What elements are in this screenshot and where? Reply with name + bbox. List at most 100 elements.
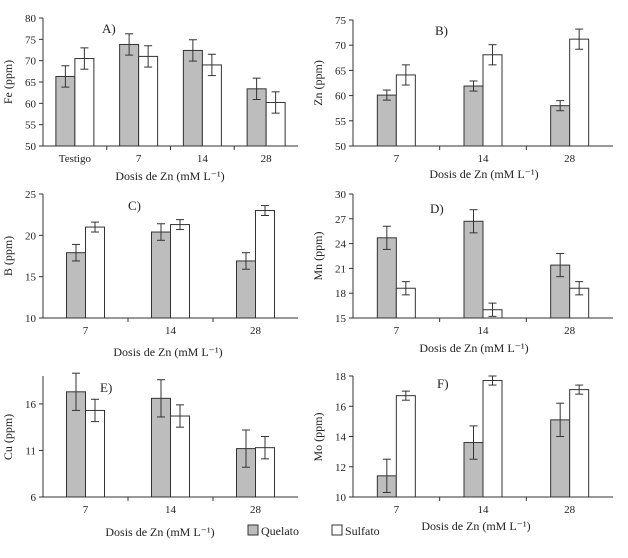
bar-quelato-14: [463, 85, 484, 147]
bar-quelato-7: [376, 94, 397, 147]
y-tick-label: 60: [25, 98, 37, 110]
y-tick-label: 25: [25, 189, 37, 201]
y-axis-label: Cu (ppm): [1, 414, 15, 460]
x-tick-label: 28: [261, 153, 273, 165]
y-tick-label: 10: [25, 313, 37, 325]
x-tick-label: 28: [564, 325, 576, 337]
x-tick-label: 14: [165, 325, 177, 337]
bar-quelato-7: [66, 252, 86, 319]
y-tick-label: 15: [335, 313, 347, 325]
x-tick-label: 7: [394, 153, 400, 165]
bar-sulfato-28: [569, 38, 590, 147]
chart-panel-f: 10 12 14 16 18 7 14 28 F) Dosis de Zn (mM L⁻¹) Mo …: [311, 371, 613, 533]
y-tick-label: 15: [25, 272, 37, 284]
y-tick-label: 16: [25, 399, 37, 411]
bar-sulfato-14: [482, 380, 503, 498]
bar-quelato-14: [463, 220, 484, 319]
y-tick-label: 70: [25, 56, 37, 68]
x-axis-label: Dosis de Zn (mM L⁻¹): [419, 341, 528, 355]
bar-sulfato-14: [170, 224, 190, 319]
y-tick-label: 24: [335, 239, 347, 251]
y-tick-label: 6: [31, 492, 37, 504]
panel-label: A): [102, 21, 116, 36]
panel-label: C): [128, 198, 141, 213]
y-tick-label: 18: [335, 288, 347, 300]
bar-sulfato-7: [138, 55, 159, 147]
legend: Quelato Sulfato: [247, 524, 380, 538]
legend-sulfato-label: Sulfato: [345, 524, 380, 538]
y-tick-label: 75: [25, 34, 37, 46]
y-tick-label: 55: [335, 116, 347, 128]
bar-quelato-28: [550, 105, 571, 147]
y-tick-label: 30: [335, 189, 347, 201]
x-tick-label: 7: [394, 504, 400, 516]
x-tick-label: 14: [478, 325, 490, 337]
panel-label: B): [435, 23, 448, 38]
y-tick-label: 70: [335, 40, 347, 52]
x-tick-label: 7: [83, 325, 89, 337]
y-tick-label: 27: [335, 214, 347, 226]
y-axis-label: Zn (ppm): [311, 60, 325, 106]
panel-label: E): [100, 380, 112, 395]
x-tick-label: 14: [165, 504, 177, 516]
x-axis-label: Dosis de Zn (mM L⁻¹): [105, 525, 214, 539]
chart-panel-c: 10 15 20 25 7 14 28 C) Dosis de Zn (mM L⁻¹) B (pp…: [1, 189, 298, 359]
x-tick-label: 14: [197, 153, 209, 165]
x-tick-label: 14: [478, 153, 490, 165]
y-axis-label: B (ppm): [1, 236, 15, 276]
y-tick-label: 21: [335, 263, 346, 275]
panel-label: D): [430, 201, 444, 216]
bar-quelato-14: [182, 49, 203, 147]
legend-quelato-swatch: [247, 524, 259, 536]
chart-panel-b: 50 55 60 65 70 75 7 14 28 B) Dosis de Zn (mM L⁻¹) Z…: [311, 15, 613, 181]
y-tick-label: 80: [25, 13, 37, 25]
bar-sulfato-7: [395, 395, 416, 498]
y-tick-label: 18: [335, 371, 347, 383]
bar-sulfato-28: [255, 210, 275, 319]
x-axis-label: Dosis de Zn (mM L⁻¹): [421, 519, 530, 533]
x-tick-label: 7: [394, 325, 400, 337]
chart-panel-a: 50 55 60 65 70 75 80 Testigo 7 14 28 A) Dosis de Zn …: [1, 13, 298, 183]
x-tick-label: 28: [250, 325, 262, 337]
y-tick-label: 50: [335, 141, 347, 153]
x-tick-label: 7: [83, 504, 89, 516]
chart-panel-e: 6 11 16 7 14 28 E) Dosis de Zn (mM L⁻¹) Cu (ppm): [1, 372, 298, 539]
y-tick-label: 10: [335, 492, 347, 504]
y-tick-label: 60: [335, 91, 347, 103]
y-tick-label: 50: [25, 141, 37, 153]
x-axis-label: Dosis de Zn (mM L⁻¹): [115, 169, 224, 183]
bar-sulfato-testigo: [74, 58, 95, 147]
x-tick-label: 28: [564, 153, 576, 165]
bar-sulfato-14: [170, 415, 190, 498]
y-axis-label: Mn (ppm): [311, 232, 325, 281]
y-tick-label: 20: [25, 230, 37, 242]
y-tick-label: 65: [25, 77, 37, 89]
bar-sulfato-28: [569, 389, 590, 498]
bar-quelato-7: [119, 43, 140, 147]
chart-panel-d: 15 18 21 24 27 30 7 14 28 D) Dosis de Zn (mM L⁻¹) M…: [311, 189, 613, 355]
bar-sulfato-14: [201, 64, 222, 147]
x-axis-label: Dosis de Zn (mM L⁻¹): [113, 345, 222, 359]
y-tick-label: 14: [335, 432, 347, 444]
x-tick-label: Testigo: [59, 153, 92, 165]
y-tick-label: 12: [335, 462, 346, 474]
x-tick-label: 28: [564, 504, 576, 516]
y-tick-label: 75: [335, 15, 347, 27]
bar-sulfato-7: [85, 409, 105, 498]
y-tick-label: 16: [335, 401, 347, 413]
y-tick-label: 11: [25, 445, 36, 457]
legend-quelato-label: Quelato: [261, 524, 299, 538]
legend-sulfato-swatch: [331, 524, 343, 536]
panel-label: F): [437, 376, 449, 391]
bar-sulfato-7: [85, 226, 105, 319]
y-axis-label: Fe (ppm): [1, 60, 15, 104]
x-axis-label: Dosis de Zn (mM L⁻¹): [429, 167, 538, 181]
x-tick-label: 28: [250, 504, 262, 516]
x-tick-label: 14: [478, 504, 490, 516]
x-tick-label: 7: [136, 153, 142, 165]
bar-sulfato-7: [395, 74, 416, 147]
bar-quelato-14: [151, 231, 171, 319]
y-tick-label: 55: [25, 120, 37, 132]
y-tick-label: 65: [335, 65, 347, 77]
